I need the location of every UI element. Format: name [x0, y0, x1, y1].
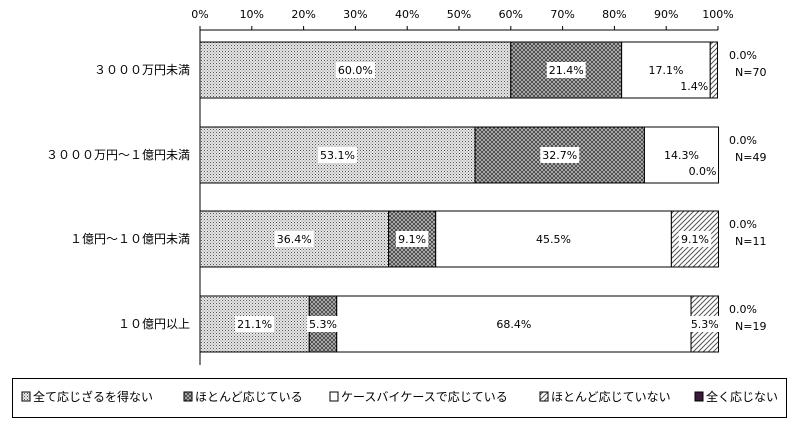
- x-tick-label: 20%: [291, 8, 315, 21]
- data-label-bg: [306, 316, 340, 332]
- data-label-bg: [395, 231, 429, 247]
- category-label: ３０００万円～１億円未満: [46, 148, 190, 162]
- data-label-bg: [274, 231, 314, 247]
- data-label-bg: [646, 62, 686, 78]
- data-label: 32.7%: [542, 149, 577, 162]
- data-label: 21.1%: [237, 318, 272, 331]
- data-label: 1.4%: [680, 80, 708, 93]
- bars-layer: [199, 41, 720, 353]
- data-label-bg: [335, 62, 375, 78]
- data-label: 5.3%: [309, 318, 337, 331]
- x-tick-label: 50%: [447, 8, 471, 21]
- data-label-bg: [678, 231, 712, 247]
- data-label: 53.1%: [320, 149, 355, 162]
- data-label: 60.0%: [338, 64, 373, 77]
- n-label: N=49: [735, 151, 766, 164]
- category-label: １０億円以上: [118, 317, 190, 331]
- data-label: 9.1%: [681, 233, 709, 246]
- x-tick-label: 30%: [343, 8, 367, 21]
- x-tick-label: 70%: [550, 8, 574, 21]
- data-label: 9.1%: [398, 233, 426, 246]
- data-label: 5.3%: [691, 318, 719, 331]
- legend: [12, 378, 787, 418]
- x-tick-label: 60%: [499, 8, 523, 21]
- data-label-bg: [661, 147, 701, 163]
- data-label-bg: [546, 62, 586, 78]
- data-label-bg: [540, 147, 580, 163]
- x-tick-label: 40%: [395, 8, 419, 21]
- category-label: １億円～１０億円未満: [70, 232, 190, 246]
- data-label-bg: [688, 316, 721, 332]
- data-label-bg: [235, 316, 275, 332]
- data-label: 21.4%: [549, 64, 584, 77]
- bar-segment: [435, 210, 672, 268]
- data-label-bg: [534, 231, 574, 247]
- data-label: 0.0%: [689, 165, 717, 178]
- data-label: 17.1%: [648, 64, 683, 77]
- n-label: N=11: [735, 235, 766, 248]
- n-label: N=70: [735, 66, 766, 79]
- axis-layer: 0% 10% 20% 30% 40% 50% 60% 70% 80% 90% 100%: [191, 8, 734, 365]
- n-label: N=19: [735, 320, 766, 333]
- labels-layer: ３０００万円未満 60.0% 21.4% 17.1% 1.4% 0.0% N=70 ３０００万…: [46, 49, 766, 333]
- x-tick-label: 90%: [654, 8, 678, 21]
- data-label: 36.4%: [277, 233, 312, 246]
- data-label: 0.0%: [729, 218, 757, 231]
- x-tick-label: 10%: [240, 8, 264, 21]
- data-label-bg: [318, 147, 358, 163]
- data-label: 0.0%: [729, 49, 757, 62]
- data-label-bg: [494, 316, 534, 332]
- data-label: 68.4%: [496, 318, 531, 331]
- data-label: 45.5%: [536, 233, 571, 246]
- x-tick-label: 80%: [602, 8, 626, 21]
- data-label: 0.0%: [729, 303, 757, 316]
- data-label: 14.3%: [664, 149, 699, 162]
- x-tick-label: 100%: [702, 8, 733, 21]
- x-tick-label: 0%: [191, 8, 208, 21]
- category-label: ３０００万円未満: [94, 63, 190, 77]
- data-label: 0.0%: [729, 134, 757, 147]
- bar-segment: [709, 41, 718, 99]
